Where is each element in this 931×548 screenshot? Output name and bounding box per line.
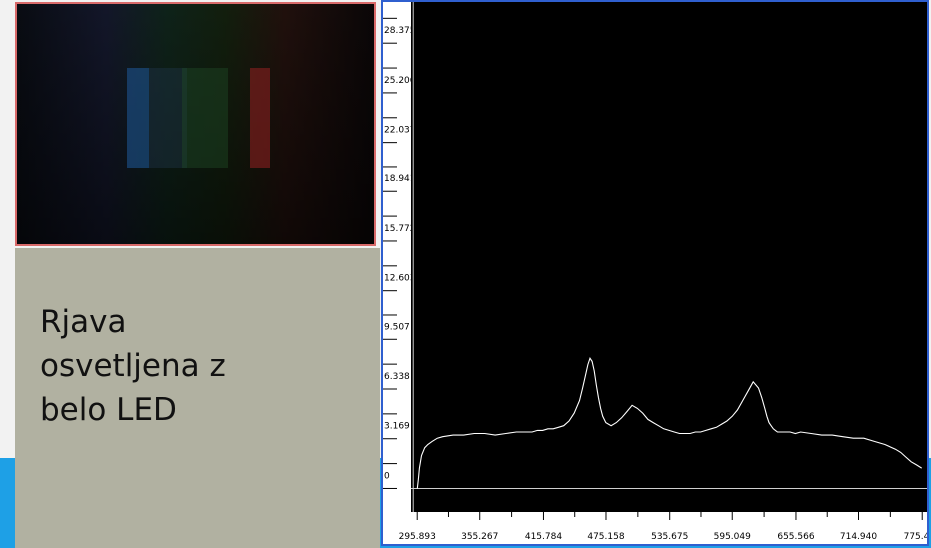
spectrum-trace [416,356,922,489]
blue-line-band [127,68,149,168]
y-tick-label: 0 [384,471,390,481]
plot-area [411,2,927,512]
x-tick-label: 295.893 [399,532,436,542]
caption-text: Rjava osvetljena z belo LED [40,300,370,432]
y-tick-label: 25.206 [384,76,416,86]
green-line-band [182,68,228,168]
spectrum-photo [15,2,376,246]
y-tick-label: 9.507 [384,322,410,332]
x-tick-label: 535.675 [651,532,688,542]
spectrum-chart-window: 0 3.169 6.338 9.507 12.603 15.772 18.941 22.037… [381,0,929,546]
spectrum-chart: 0 3.169 6.338 9.507 12.603 15.772 18.941 22.037… [383,2,927,544]
x-tick-label: 415.784 [525,532,562,542]
plot-marks [411,2,927,512]
spectrum-photo-image [17,4,374,244]
y-tick-label: 6.338 [384,372,410,382]
red-line-band [250,68,270,168]
caption-line-1: Rjava [40,304,127,340]
y-axis: 0 3.169 6.338 9.507 12.603 15.772 18.941 22.037… [383,17,416,489]
y-tick-label: 18.941 [384,174,416,184]
y-tick-label: 3.169 [384,422,410,432]
x-tick-label: 714.940 [840,532,877,542]
y-tick-label: 15.772 [384,224,416,234]
x-axis: 295.893 355.267 415.784 475.158 535.675 595.0… [399,512,927,542]
x-tick-label: 475.158 [587,532,624,542]
caption-line-2: osvetljena z [40,348,226,384]
y-tick-label: 22.037 [384,126,416,136]
x-tick-label: 355.267 [461,532,498,542]
x-tick-label: 655.566 [777,532,814,542]
x-tick-label: 595.049 [714,532,751,542]
y-tick-label: 28.375 [384,26,416,36]
x-tick-label: 775.457 [904,532,927,542]
y-tick-label: 12.603 [384,274,416,284]
cyan-line-band [149,68,187,168]
caption-panel [15,248,380,548]
caption-line-3: belo LED [40,392,177,428]
